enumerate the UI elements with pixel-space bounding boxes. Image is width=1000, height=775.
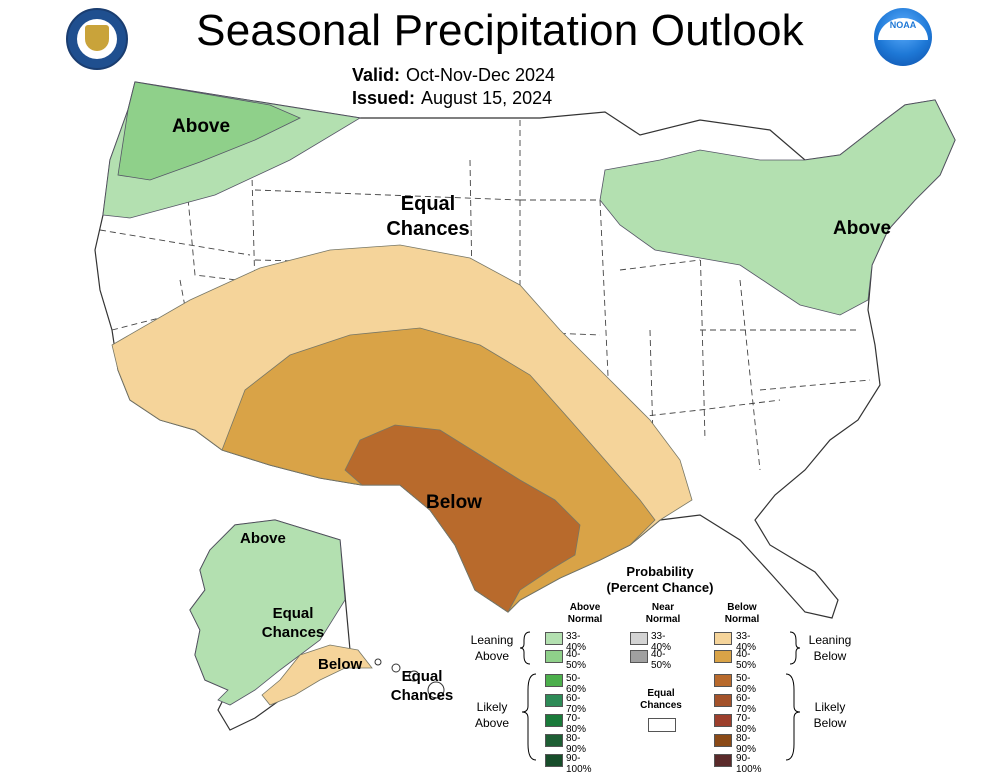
legend-likely-below-2: Below: [813, 716, 847, 730]
legend-title-1: Probability: [626, 564, 694, 579]
legend-col-near: Near Normal: [638, 602, 688, 626]
legend-swatch-below-4: [714, 714, 732, 727]
legend-likely-above: Likely Above: [462, 699, 522, 731]
legend-label-below-4: 70-80%: [736, 713, 757, 735]
legend-swatch-near-1: [630, 650, 648, 663]
valid-label: Valid:: [352, 65, 401, 85]
legend-swatch-above-4: [545, 714, 563, 727]
label-hi-equal-1: Equal: [401, 668, 443, 685]
legend-swatch-below-6: [714, 754, 732, 767]
legend-swatch-below-5: [714, 734, 732, 747]
label-ne-above: Above: [833, 218, 892, 239]
legend-col-above-1: Above: [569, 602, 601, 613]
legend-leaning-above-2: Above: [474, 649, 510, 663]
issued-value: August 15, 2024: [421, 88, 553, 108]
legend-label-below-3: 60-70%: [736, 693, 757, 715]
legend-label-near-1: 40-50%: [651, 649, 672, 671]
noaa-logo-icon: NOAA: [874, 8, 932, 66]
legend-label-below-6: 90-100%: [736, 753, 762, 775]
below-texas-50-60: [344, 424, 581, 613]
alaska-above: [189, 519, 346, 706]
legend-leaning-below-2: Below: [813, 649, 847, 663]
label-below-tx: Below: [426, 492, 482, 513]
label-hi-equal: Equal Chances: [382, 667, 462, 705]
legend-swatch-near-0: [630, 632, 648, 645]
legend-equal-chances-1: Equal: [647, 688, 675, 699]
legend-swatch-below-1: [714, 650, 732, 663]
doc-seal-icon: [66, 8, 128, 70]
legend-swatch-equal-chances: [648, 718, 676, 732]
legend-swatch-above-2: [545, 674, 563, 687]
legend-col-below: Below Normal: [712, 602, 772, 626]
legend-likely-below-1: Likely: [814, 700, 846, 714]
label-ak-below: Below: [318, 656, 363, 673]
label-equal-chances-2: Chances: [386, 218, 470, 240]
legend-col-below-1: Below: [727, 602, 757, 613]
alaska-below: [261, 644, 373, 706]
legend-equal-chances: Equal Chances: [632, 688, 690, 712]
label-ak-equal: Equal Chances: [254, 604, 332, 642]
legend-label-above-4: 70-80%: [566, 713, 587, 735]
legend-col-above: Above Normal: [555, 602, 615, 626]
legend-swatch-above-5: [545, 734, 563, 747]
legend-label-above-5: 80-90%: [566, 733, 587, 755]
legend-leaning-below-1: Leaning: [808, 633, 852, 647]
legend-col-below-2: Normal: [724, 614, 760, 625]
legend-label-above-0: 33-40%: [566, 631, 587, 653]
legend-likely-below: Likely Below: [800, 699, 860, 731]
label-nw-above: Above: [172, 116, 231, 137]
above-northwest-40-50: [117, 81, 301, 181]
legend-swatch-above-0: [545, 632, 563, 645]
valid-issued-block: Valid: Oct-Nov-Dec 2024 Issued: August 15,…: [352, 64, 555, 110]
legend-equal-chances-2: Chances: [640, 700, 682, 711]
label-equal-chances-1: Equal: [400, 193, 456, 215]
legend-likely-above-2: Above: [474, 716, 510, 730]
legend-col-near-1: Near: [651, 602, 675, 613]
legend-label-above-3: 60-70%: [566, 693, 587, 715]
legend-likely-above-1: Likely: [476, 700, 508, 714]
legend-label-above-6: 90-100%: [566, 753, 592, 775]
legend-title-2: (Percent Chance): [606, 580, 714, 595]
legend-leaning-above-1: Leaning: [470, 633, 514, 647]
valid-value: Oct-Nov-Dec 2024: [406, 65, 556, 85]
legend-swatch-below-0: [714, 632, 732, 645]
label-ak-equal-2: Chances: [261, 624, 325, 641]
legend-swatch-above-1: [545, 650, 563, 663]
legend-label-below-1: 40-50%: [736, 649, 757, 671]
legend-col-near-2: Normal: [645, 614, 681, 625]
label-equal-chances: Equal Chances: [378, 192, 478, 242]
label-hi-equal-2: Chances: [390, 687, 454, 704]
legend-col-above-2: Normal: [567, 614, 603, 625]
legend-label-near-0: 33-40%: [651, 631, 672, 653]
legend-label-below-0: 33-40%: [736, 631, 757, 653]
hawaii-islands: [374, 658, 445, 699]
label-ak-above: Above: [240, 530, 286, 547]
issued-label: Issued:: [352, 88, 416, 108]
legend-label-below-5: 80-90%: [736, 733, 757, 755]
above-northeast-lean: [599, 99, 956, 316]
legend-title: Probability (Percent Chance): [590, 564, 730, 596]
legend-label-above-1: 40-50%: [566, 649, 587, 671]
legend-label-above-2: 50-60%: [566, 673, 587, 695]
legend-swatch-above-3: [545, 694, 563, 707]
legend-swatch-above-6: [545, 754, 563, 767]
legend-label-below-2: 50-60%: [736, 673, 757, 695]
legend-leaning-above: Leaning Above: [462, 632, 522, 664]
legend-swatch-below-2: [714, 674, 732, 687]
legend-leaning-below: Leaning Below: [800, 632, 860, 664]
page-title: Seasonal Precipitation Outlook: [196, 6, 804, 55]
label-ak-equal-1: Equal: [272, 605, 314, 622]
legend-swatch-below-3: [714, 694, 732, 707]
